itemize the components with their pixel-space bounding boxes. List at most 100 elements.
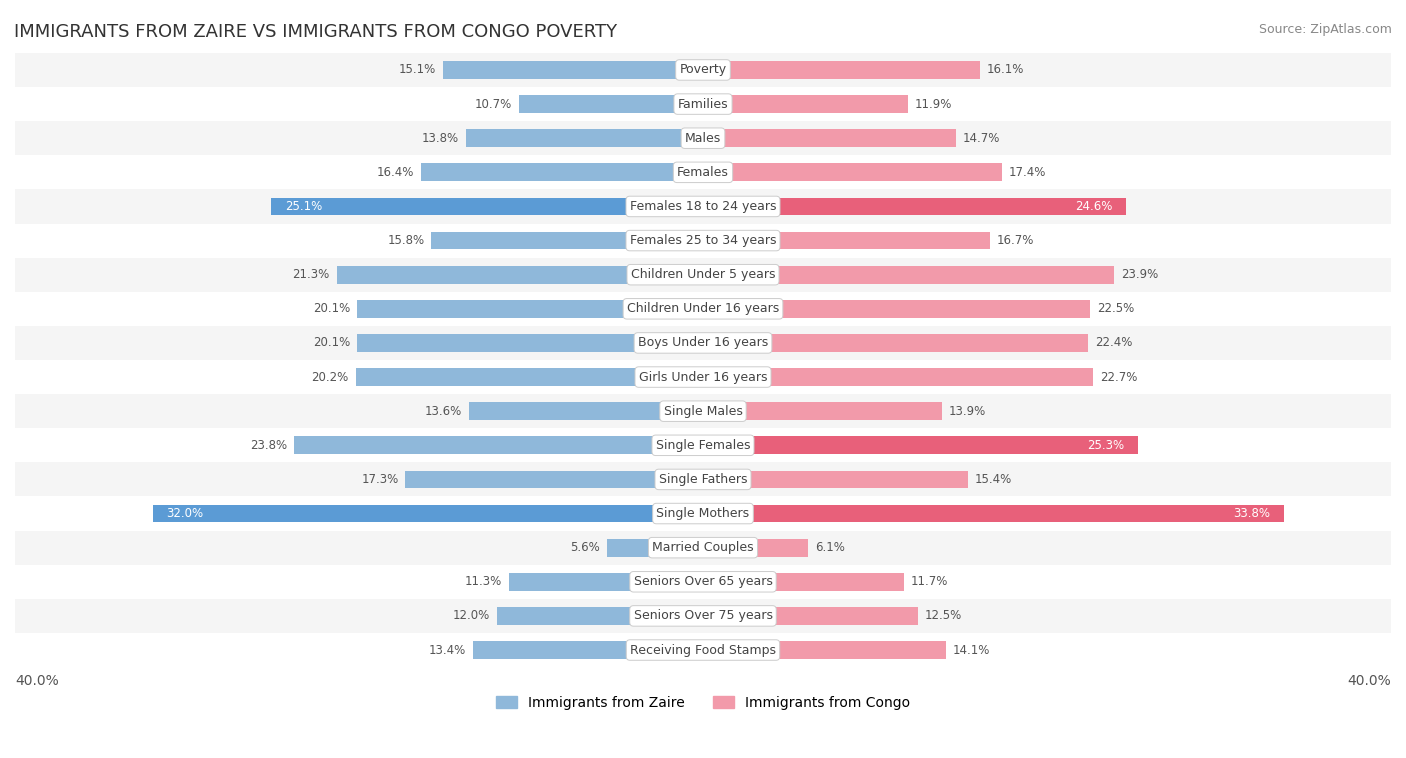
Text: 22.4%: 22.4% <box>1095 337 1133 349</box>
Text: Single Females: Single Females <box>655 439 751 452</box>
Bar <box>336 266 703 283</box>
Text: Females 25 to 34 years: Females 25 to 34 years <box>630 234 776 247</box>
Bar <box>15 190 1391 224</box>
Bar <box>15 428 1391 462</box>
Text: 21.3%: 21.3% <box>292 268 330 281</box>
Text: Married Couples: Married Couples <box>652 541 754 554</box>
Bar <box>470 402 703 420</box>
Bar <box>405 471 703 488</box>
Text: 10.7%: 10.7% <box>475 98 512 111</box>
Bar <box>703 539 808 556</box>
Bar <box>703 300 1090 318</box>
Text: 12.0%: 12.0% <box>453 609 489 622</box>
Bar <box>15 224 1391 258</box>
Bar <box>15 87 1391 121</box>
Bar <box>15 633 1391 667</box>
Bar <box>703 96 908 113</box>
Text: Seniors Over 65 years: Seniors Over 65 years <box>634 575 772 588</box>
Text: 11.7%: 11.7% <box>911 575 949 588</box>
Text: 12.5%: 12.5% <box>925 609 962 622</box>
Bar <box>703 334 1088 352</box>
Text: 13.4%: 13.4% <box>429 644 465 656</box>
Bar <box>15 53 1391 87</box>
Bar <box>703 573 904 590</box>
Text: 17.4%: 17.4% <box>1010 166 1046 179</box>
Bar <box>356 368 703 386</box>
Text: Source: ZipAtlas.com: Source: ZipAtlas.com <box>1258 23 1392 36</box>
Text: 15.8%: 15.8% <box>387 234 425 247</box>
Bar <box>357 334 703 352</box>
Text: Seniors Over 75 years: Seniors Over 75 years <box>634 609 772 622</box>
Text: 13.9%: 13.9% <box>949 405 986 418</box>
Bar <box>420 164 703 181</box>
Bar <box>703 437 1139 454</box>
Text: Males: Males <box>685 132 721 145</box>
Text: Single Fathers: Single Fathers <box>659 473 747 486</box>
Text: Single Males: Single Males <box>664 405 742 418</box>
Bar <box>496 607 703 625</box>
Bar <box>509 573 703 590</box>
Bar <box>15 394 1391 428</box>
Bar <box>703 402 942 420</box>
Bar <box>703 130 956 147</box>
Text: 32.0%: 32.0% <box>166 507 204 520</box>
Text: 20.1%: 20.1% <box>314 302 350 315</box>
Bar <box>443 61 703 79</box>
Bar <box>15 531 1391 565</box>
Text: 14.1%: 14.1% <box>952 644 990 656</box>
Bar <box>606 539 703 556</box>
Bar <box>15 326 1391 360</box>
Text: 40.0%: 40.0% <box>1347 674 1391 688</box>
Text: 25.3%: 25.3% <box>1087 439 1125 452</box>
Bar <box>15 565 1391 599</box>
Bar <box>703 61 980 79</box>
Text: 33.8%: 33.8% <box>1233 507 1271 520</box>
Bar <box>472 641 703 659</box>
Text: 13.6%: 13.6% <box>425 405 463 418</box>
Bar <box>15 292 1391 326</box>
Bar <box>703 505 1284 522</box>
Bar <box>294 437 703 454</box>
Bar <box>153 505 703 522</box>
Text: Females 18 to 24 years: Females 18 to 24 years <box>630 200 776 213</box>
Text: IMMIGRANTS FROM ZAIRE VS IMMIGRANTS FROM CONGO POVERTY: IMMIGRANTS FROM ZAIRE VS IMMIGRANTS FROM… <box>14 23 617 41</box>
Bar <box>15 496 1391 531</box>
Bar <box>703 164 1002 181</box>
Text: 15.1%: 15.1% <box>399 64 436 77</box>
Text: 22.7%: 22.7% <box>1101 371 1137 384</box>
Text: 15.4%: 15.4% <box>974 473 1012 486</box>
Text: 14.7%: 14.7% <box>963 132 1000 145</box>
Text: Families: Families <box>678 98 728 111</box>
Bar <box>271 198 703 215</box>
Bar <box>15 462 1391 496</box>
Text: 16.4%: 16.4% <box>377 166 413 179</box>
Text: 20.2%: 20.2% <box>312 371 349 384</box>
Text: Single Mothers: Single Mothers <box>657 507 749 520</box>
Text: 22.5%: 22.5% <box>1097 302 1135 315</box>
Text: 5.6%: 5.6% <box>569 541 600 554</box>
Bar <box>519 96 703 113</box>
Bar <box>703 232 990 249</box>
Legend: Immigrants from Zaire, Immigrants from Congo: Immigrants from Zaire, Immigrants from C… <box>491 691 915 716</box>
Text: Poverty: Poverty <box>679 64 727 77</box>
Text: 16.1%: 16.1% <box>987 64 1024 77</box>
Text: Boys Under 16 years: Boys Under 16 years <box>638 337 768 349</box>
Bar <box>15 258 1391 292</box>
Text: 24.6%: 24.6% <box>1076 200 1112 213</box>
Bar <box>703 198 1126 215</box>
Text: 11.3%: 11.3% <box>464 575 502 588</box>
Text: 20.1%: 20.1% <box>314 337 350 349</box>
Bar <box>15 599 1391 633</box>
Bar <box>15 155 1391 190</box>
Text: 17.3%: 17.3% <box>361 473 398 486</box>
Text: 23.8%: 23.8% <box>250 439 287 452</box>
Bar <box>15 360 1391 394</box>
Text: 11.9%: 11.9% <box>914 98 952 111</box>
Bar <box>703 607 918 625</box>
Bar <box>703 641 945 659</box>
Text: 6.1%: 6.1% <box>815 541 845 554</box>
Text: 23.9%: 23.9% <box>1121 268 1159 281</box>
Text: Children Under 5 years: Children Under 5 years <box>631 268 775 281</box>
Text: Receiving Food Stamps: Receiving Food Stamps <box>630 644 776 656</box>
Text: 13.8%: 13.8% <box>422 132 458 145</box>
